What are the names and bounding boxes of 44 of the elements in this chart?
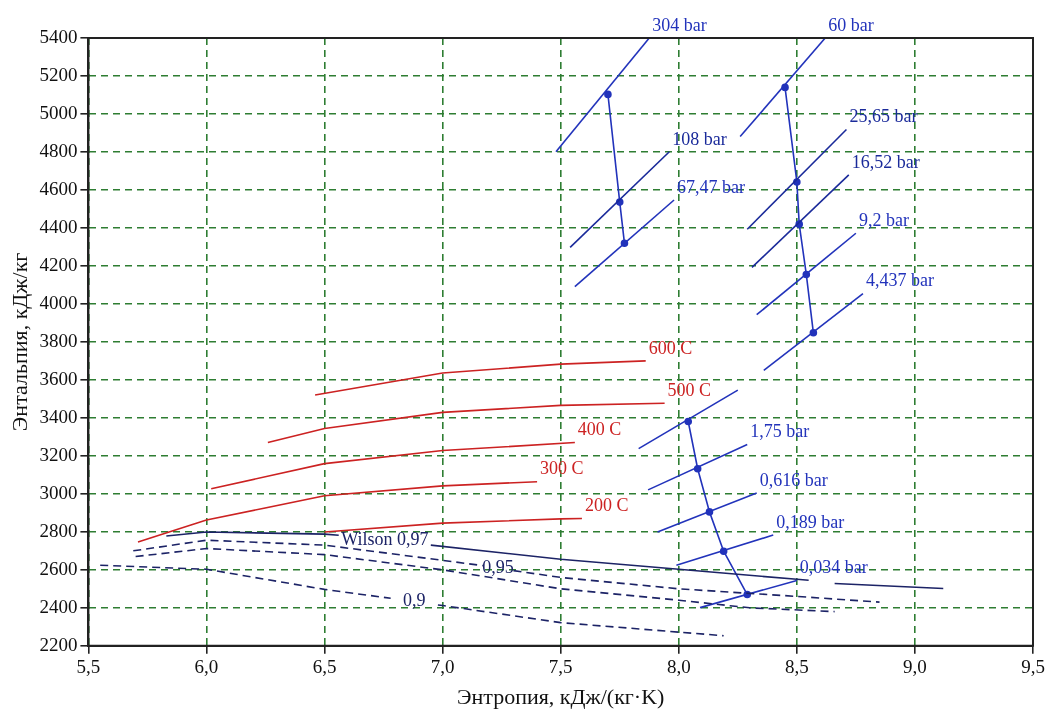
x-tick-label: 7,5 — [548, 656, 573, 678]
series-label: 16,52 bar — [851, 151, 920, 172]
x-tick-label: 8,0 — [666, 656, 691, 678]
x-tick-label: 9,0 — [903, 656, 927, 678]
y-tick-label: 3000 — [39, 481, 78, 503]
y-axis-title: Энтальпия, кДж/кг — [6, 252, 32, 432]
y-tick-label: 4200 — [39, 253, 78, 275]
y-tick-label: 3200 — [39, 443, 78, 465]
y-tick-label: 2600 — [39, 557, 78, 579]
x-tick-label: 7,0 — [430, 656, 455, 678]
series-label: 500 C — [667, 379, 712, 400]
series-label: 0,189 bar — [776, 511, 845, 532]
y-tick-label: 4600 — [39, 177, 78, 199]
y-tick-label: 3600 — [39, 367, 78, 389]
series-label: 1,75 bar — [750, 421, 810, 442]
x-tick-label: 9,5 — [1021, 656, 1045, 678]
series-label: 0,616 bar — [759, 469, 828, 490]
x-tick-label: 6,5 — [312, 656, 337, 678]
y-tick-label: 5200 — [39, 63, 78, 85]
series-label: 4,437 bar — [865, 270, 934, 291]
y-tick-label: 4800 — [39, 139, 78, 161]
series-label: 9,2 bar — [858, 209, 909, 230]
x-tick-label: 6,0 — [194, 656, 219, 678]
series-label: 108 bar — [672, 128, 727, 149]
x-tick-label: 8,5 — [784, 656, 809, 678]
y-tick-label: 4400 — [39, 215, 78, 237]
series-label: 300 C — [540, 458, 584, 479]
y-tick-label: 2400 — [39, 595, 78, 617]
x-axis-title: Энтропия, кДж/(кг·K) — [456, 683, 665, 709]
y-tick-label: 4000 — [39, 291, 78, 313]
x-tick-label: 5,5 — [76, 656, 101, 678]
series-label: 200 C — [584, 495, 629, 516]
y-tick-label: 3800 — [39, 329, 78, 351]
y-tick-label: 3400 — [39, 405, 78, 427]
y-tick-label: 5000 — [39, 101, 78, 123]
y-tick-label: 5400 — [39, 25, 78, 47]
y-tick-label: 2200 — [39, 633, 78, 655]
series-label: 0,9 — [403, 590, 426, 611]
series-label: 60 bar — [828, 14, 874, 35]
series-label: 600 C — [648, 337, 693, 358]
series-label: 400 C — [577, 419, 622, 440]
series-label: Wilson 0,97 — [341, 528, 429, 549]
y-tick-label: 2800 — [39, 519, 78, 541]
series-label: 304 bar — [652, 14, 707, 35]
